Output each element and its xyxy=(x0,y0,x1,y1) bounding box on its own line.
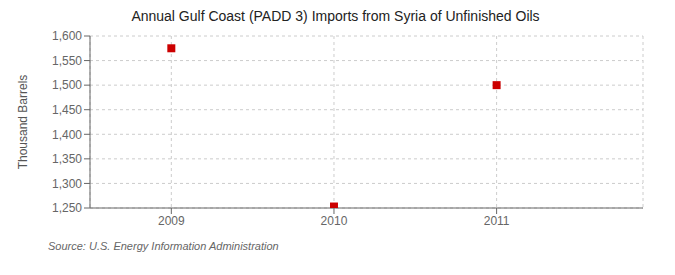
svg-text:1,500: 1,500 xyxy=(52,78,82,92)
html-text:Annual Gulf Coast (PADD 3) Imp: Annual Gulf Coast (PADD 3) Imports from … xyxy=(131,8,540,24)
svg-text:1,450: 1,450 xyxy=(52,103,82,117)
svg-text:1,250: 1,250 xyxy=(52,201,82,215)
svg-text:1,600: 1,600 xyxy=(52,29,82,43)
svg-text:1,300: 1,300 xyxy=(52,177,82,191)
svg-text:2010: 2010 xyxy=(321,214,348,228)
svg-text:2009: 2009 xyxy=(158,214,185,228)
svg-text:1,400: 1,400 xyxy=(52,128,82,142)
svg-text:2011: 2011 xyxy=(484,214,510,228)
svg-text:1,350: 1,350 xyxy=(52,152,82,166)
svg-text:1,550: 1,550 xyxy=(52,54,82,68)
svg-text:Thousand Barrels: Thousand Barrels xyxy=(16,75,30,170)
html-text:Source: U.S. Energy Informatio: Source: U.S. Energy Information Administ… xyxy=(48,240,279,252)
